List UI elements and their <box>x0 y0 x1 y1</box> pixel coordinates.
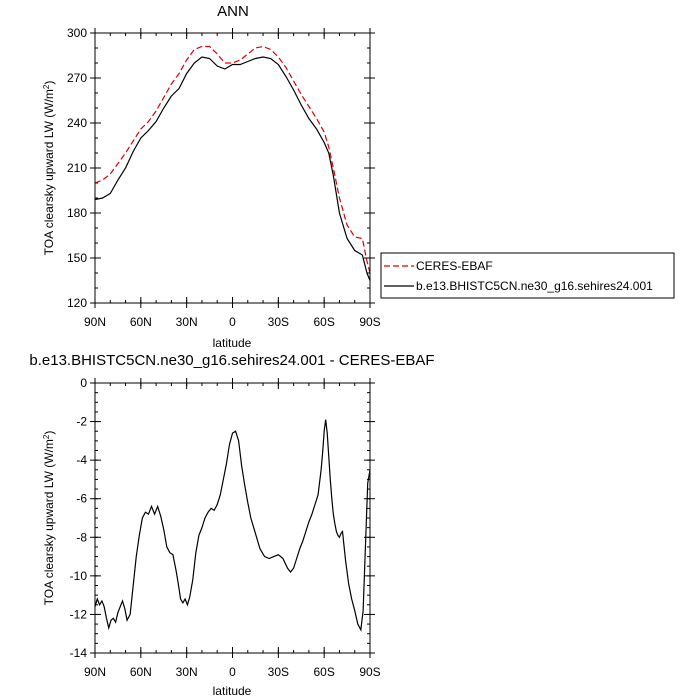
top-plot-frame <box>94 32 371 304</box>
ceres-ebaf-line <box>95 45 370 274</box>
y-tick-label: -6 <box>76 492 87 506</box>
y-tick-label: -4 <box>76 453 87 467</box>
x-tick-label: 0 <box>229 665 236 679</box>
x-tick-label: 30N <box>176 315 198 329</box>
y-tick-label: 240 <box>67 116 87 130</box>
x-tick-label: 60S <box>313 665 334 679</box>
bottom-y-axis-label: TOA clearsky upward LW (W/m2) <box>42 431 57 606</box>
x-tick-label: 90S <box>359 665 380 679</box>
y-tick-label: 120 <box>67 296 87 310</box>
x-tick-label: 90N <box>84 315 106 329</box>
y-tick-label: -12 <box>70 607 88 621</box>
legend-label-ceres-ebaf: CERES-EBAF <box>416 259 493 273</box>
top-chart-title: ANN <box>217 3 249 20</box>
y-tick-label: 0 <box>80 376 87 390</box>
top-y-tick-labels: 120 150 180 210 240 270 300 <box>67 26 87 310</box>
bottom-chart-title: b.e13.BHISTC5CN.ne30_g16.sehires24.001 -… <box>29 352 434 369</box>
bottom-x-tick-labels: 90N 60N 30N 0 30S 60S 90S <box>84 665 381 679</box>
x-tick-label: 30S <box>268 665 289 679</box>
difference-line <box>95 419 370 632</box>
y-tick-label: 210 <box>67 161 87 175</box>
x-tick-label: 90S <box>359 315 380 329</box>
y-tick-label: 270 <box>67 71 87 85</box>
x-tick-label: 60N <box>130 665 152 679</box>
bottom-y-tick-labels: -14 -12 -10 -8 -6 -4 -2 0 <box>70 376 88 660</box>
y-tick-label: 300 <box>67 26 87 40</box>
top-legend: CERES-EBAF b.e13.BHISTC5CN.ne30_g16.sehi… <box>380 252 675 299</box>
legend-label-model: b.e13.BHISTC5CN.ne30_g16.sehires24.001 <box>416 279 653 293</box>
x-tick-label: 60S <box>313 315 334 329</box>
y-tick-label: -14 <box>70 646 88 660</box>
bottom-plot-area <box>95 419 370 632</box>
legend-box <box>380 252 675 299</box>
top-plot-area <box>95 45 370 281</box>
bottom-panel: b.e13.BHISTC5CN.ne30_g16.sehires24.001 -… <box>29 352 434 698</box>
x-tick-label: 0 <box>229 315 236 329</box>
y-tick-label: -2 <box>76 415 87 429</box>
top-panel: ANN 120 150 180 210 240 270 300 90N 60N 30N 0 30S 6… <box>42 3 675 350</box>
bottom-plot-frame <box>94 382 371 654</box>
y-tick-label: -10 <box>70 569 88 583</box>
bottom-x-axis-label: latitude <box>213 684 252 698</box>
y-tick-label: 150 <box>67 251 87 265</box>
top-x-axis-label: latitude <box>213 336 252 350</box>
y-tick-label: 180 <box>67 206 87 220</box>
x-tick-label: 30N <box>176 665 198 679</box>
model-line <box>95 56 370 281</box>
x-tick-label: 30S <box>268 315 289 329</box>
top-y-axis-label: TOA clearsky upward LW (W/m2) <box>42 81 57 256</box>
bottom-tick-marks <box>90 378 375 658</box>
x-tick-label: 90N <box>84 665 106 679</box>
top-x-tick-labels: 90N 60N 30N 0 30S 60S 90S <box>84 315 381 329</box>
y-tick-label: -8 <box>76 530 87 544</box>
x-tick-label: 60N <box>130 315 152 329</box>
